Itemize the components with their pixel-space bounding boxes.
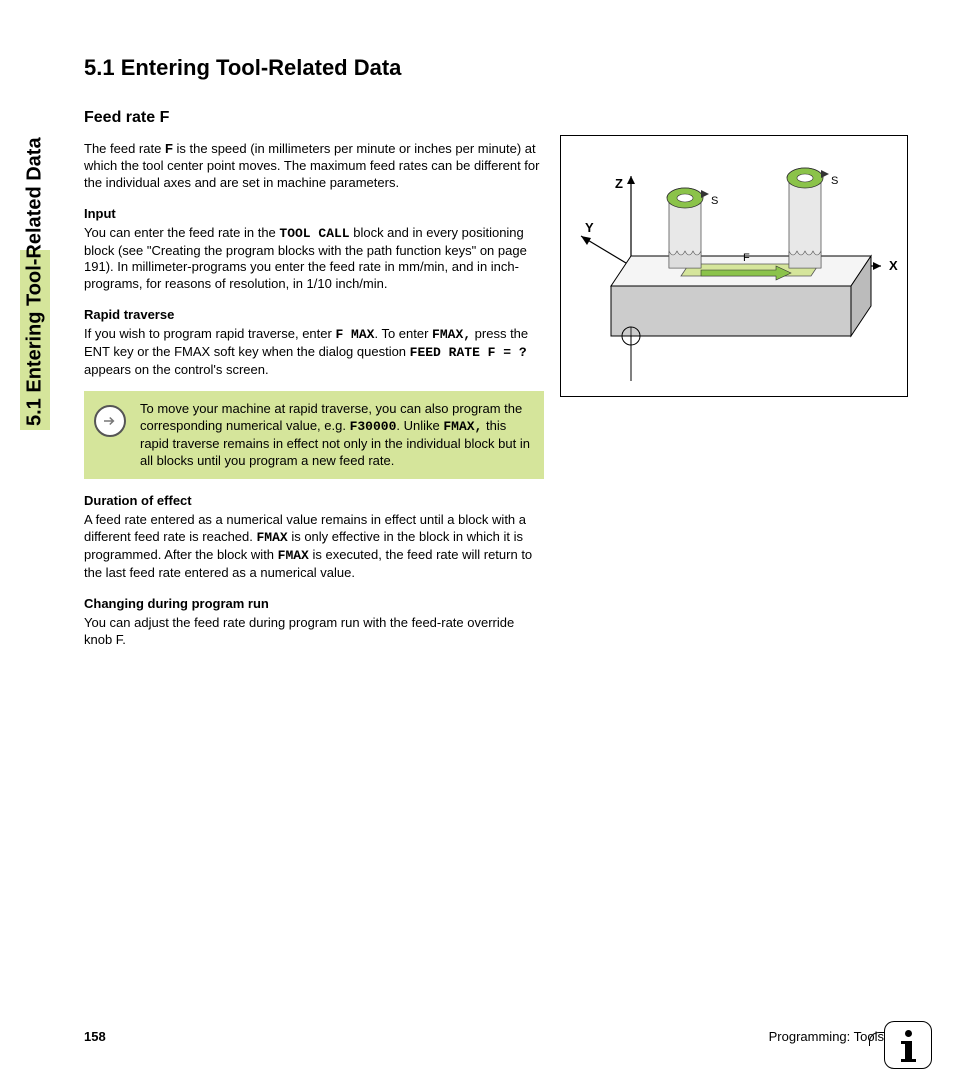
f-label: F [743,252,750,264]
x-label: X [889,258,898,273]
page-footer: 158 Programming: Tools [84,1029,884,1044]
side-tab-text: 5.1 Entering Tool-Related Data [20,50,50,430]
z-label: Z [615,176,623,191]
input-heading: Input [84,206,544,221]
page-number: 158 [84,1029,106,1044]
main-content: 5.1 Entering Tool-Related Data Feed rate… [84,55,544,655]
note-box: To move your machine at rapid traverse, … [84,391,544,480]
y-label: Y [585,220,594,235]
section-heading: 5.1 Entering Tool-Related Data [84,55,544,81]
duration-paragraph: A feed rate entered as a numerical value… [84,512,544,582]
side-tab: 5.1 Entering Tool-Related Data [20,50,50,430]
subsection-heading: Feed rate F [84,109,544,127]
rapid-heading: Rapid traverse [84,307,544,322]
chapter-label: Programming: Tools [769,1029,884,1044]
note-text: To move your machine at rapid traverse, … [140,401,530,470]
intro-paragraph: The feed rate F is the speed (in millime… [84,141,544,192]
tool-diagram: X Y Z F S [560,135,908,397]
info-icon [884,1021,932,1069]
changing-heading: Changing during program run [84,596,544,611]
rapid-paragraph: If you wish to program rapid traverse, e… [84,326,544,379]
duration-heading: Duration of effect [84,493,544,508]
tool-right: S [787,168,838,268]
changing-paragraph: You can adjust the feed rate during prog… [84,615,544,649]
s-label-1: S [711,195,718,207]
arrow-right-icon [94,405,126,437]
s-label-2: S [831,175,838,187]
input-paragraph: You can enter the feed rate in the TOOL … [84,225,544,294]
